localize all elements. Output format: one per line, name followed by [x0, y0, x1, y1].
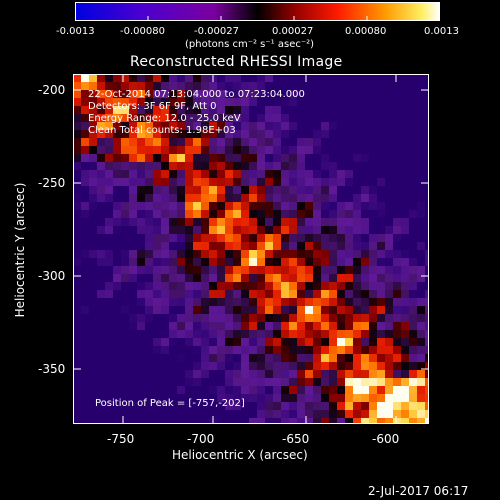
overlay-peak-position: Position of Peak = [-757,-202] — [95, 398, 245, 409]
colorbar-tick: -0.00080 — [120, 26, 165, 37]
colorbar-unit-label: (photons cm⁻² s⁻¹ asec⁻²) — [185, 39, 315, 50]
colorbar-tick: -0.00027 — [194, 26, 239, 37]
overlay-detectors: Detectors: 3F 6F 9F, Att 0 — [88, 101, 217, 112]
y-tick-label: -200 — [38, 83, 66, 97]
colorbar-tick: -0.0013 — [56, 26, 95, 37]
overlay-energy-range: Energy Range: 12.0 - 25.0 keV — [88, 113, 241, 124]
footer-timestamp: 2-Jul-2017 06:17 — [368, 484, 469, 498]
plot-frame — [73, 74, 429, 424]
overlay-info: 22-Oct-2014 07:13:04.000 to 07:23:04.000… — [88, 89, 305, 137]
y-axis-label: Heliocentric Y (arcsec) — [13, 182, 27, 318]
colorbar — [75, 2, 440, 21]
y-tick-label: -300 — [38, 269, 66, 283]
rhessi-image — [73, 74, 429, 424]
x-tick-label: -750 — [107, 432, 135, 446]
y-tick-label: -350 — [38, 362, 66, 376]
x-tick-label: -650 — [282, 432, 310, 446]
x-tick-label: -600 — [372, 432, 400, 446]
overlay-time-range: 22-Oct-2014 07:13:04.000 to 07:23:04.000 — [88, 89, 305, 100]
y-tick-label: -250 — [38, 176, 66, 190]
colorbar-tick: 0.00080 — [345, 26, 387, 37]
x-tick-label: -700 — [187, 432, 215, 446]
colorbar-tick: 0.00027 — [272, 26, 314, 37]
colorbar-tick: 0.0013 — [424, 26, 459, 37]
plot-title: Reconstructed RHESSI Image — [130, 54, 343, 70]
overlay-clean-counts: Clean Total counts: 1.98E+03 — [88, 125, 236, 136]
x-axis-label: Heliocentric X (arcsec) — [172, 448, 308, 462]
